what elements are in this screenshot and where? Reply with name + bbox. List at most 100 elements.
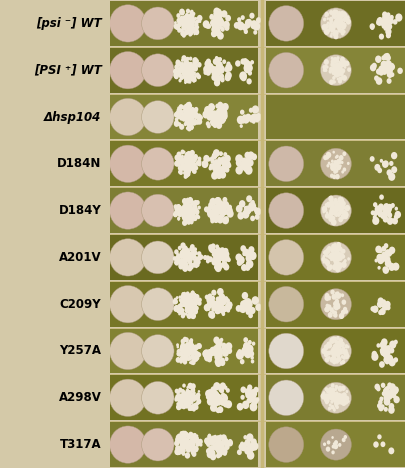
Circle shape [176, 448, 180, 452]
Circle shape [219, 114, 222, 118]
Circle shape [327, 387, 332, 393]
Circle shape [187, 260, 191, 264]
Circle shape [243, 349, 252, 358]
Circle shape [330, 254, 334, 259]
Circle shape [196, 251, 201, 256]
Circle shape [332, 151, 334, 154]
Ellipse shape [268, 6, 303, 41]
Circle shape [332, 348, 336, 353]
Circle shape [214, 254, 220, 261]
Circle shape [337, 443, 341, 447]
Circle shape [333, 255, 338, 260]
Circle shape [322, 206, 324, 210]
Circle shape [184, 400, 188, 405]
Circle shape [333, 170, 336, 174]
Circle shape [185, 57, 189, 61]
Circle shape [188, 442, 192, 446]
Circle shape [248, 251, 256, 260]
Circle shape [332, 80, 335, 84]
Circle shape [326, 29, 330, 32]
Circle shape [343, 60, 346, 63]
Circle shape [339, 61, 344, 67]
Circle shape [217, 63, 222, 69]
Circle shape [181, 55, 186, 61]
Circle shape [382, 19, 388, 27]
Circle shape [196, 113, 201, 119]
Circle shape [217, 297, 223, 304]
Circle shape [335, 204, 339, 209]
Circle shape [330, 340, 332, 343]
Circle shape [213, 21, 219, 27]
Circle shape [174, 305, 179, 311]
Circle shape [335, 20, 339, 24]
Circle shape [242, 345, 249, 353]
Circle shape [332, 254, 337, 260]
Circle shape [217, 32, 223, 40]
Circle shape [333, 302, 337, 307]
Circle shape [333, 250, 339, 256]
Circle shape [182, 215, 186, 220]
Circle shape [184, 262, 187, 266]
Circle shape [184, 396, 189, 401]
Circle shape [186, 256, 189, 259]
Circle shape [385, 19, 390, 24]
Circle shape [333, 66, 337, 70]
Circle shape [219, 170, 222, 174]
Circle shape [188, 395, 192, 400]
Circle shape [185, 444, 188, 446]
Circle shape [213, 121, 218, 126]
Circle shape [190, 437, 195, 442]
Circle shape [375, 206, 382, 213]
Circle shape [214, 8, 222, 17]
Circle shape [187, 440, 191, 445]
Circle shape [250, 154, 256, 161]
Circle shape [185, 443, 189, 447]
Circle shape [335, 292, 339, 295]
Circle shape [392, 19, 396, 25]
Circle shape [192, 207, 195, 211]
Circle shape [185, 395, 189, 400]
Circle shape [328, 252, 331, 256]
Circle shape [236, 403, 243, 410]
Circle shape [330, 57, 333, 60]
Circle shape [393, 214, 397, 220]
Circle shape [182, 69, 187, 76]
Circle shape [188, 21, 193, 27]
Circle shape [185, 162, 189, 166]
Circle shape [212, 162, 217, 167]
Circle shape [178, 388, 182, 393]
Circle shape [213, 207, 219, 214]
Circle shape [327, 407, 330, 410]
Circle shape [182, 348, 186, 352]
Circle shape [330, 405, 334, 410]
Circle shape [332, 24, 336, 28]
Circle shape [235, 159, 242, 167]
Circle shape [187, 265, 192, 271]
Circle shape [194, 29, 199, 35]
Circle shape [334, 398, 339, 404]
Circle shape [331, 351, 335, 356]
Circle shape [185, 160, 189, 165]
Circle shape [213, 165, 217, 169]
Circle shape [211, 69, 217, 75]
Circle shape [325, 304, 328, 308]
Circle shape [179, 259, 184, 264]
Circle shape [185, 207, 190, 214]
Circle shape [217, 253, 224, 261]
Circle shape [183, 215, 188, 220]
Circle shape [215, 117, 220, 122]
Circle shape [333, 208, 336, 212]
Circle shape [207, 210, 214, 218]
Circle shape [335, 159, 341, 165]
Circle shape [325, 446, 329, 452]
Circle shape [329, 26, 335, 32]
Circle shape [185, 23, 189, 27]
Circle shape [189, 439, 194, 444]
Circle shape [183, 350, 188, 355]
Circle shape [185, 22, 189, 25]
Circle shape [189, 12, 194, 18]
Circle shape [177, 122, 181, 126]
Circle shape [185, 351, 188, 355]
Circle shape [333, 252, 335, 256]
Circle shape [184, 207, 187, 211]
